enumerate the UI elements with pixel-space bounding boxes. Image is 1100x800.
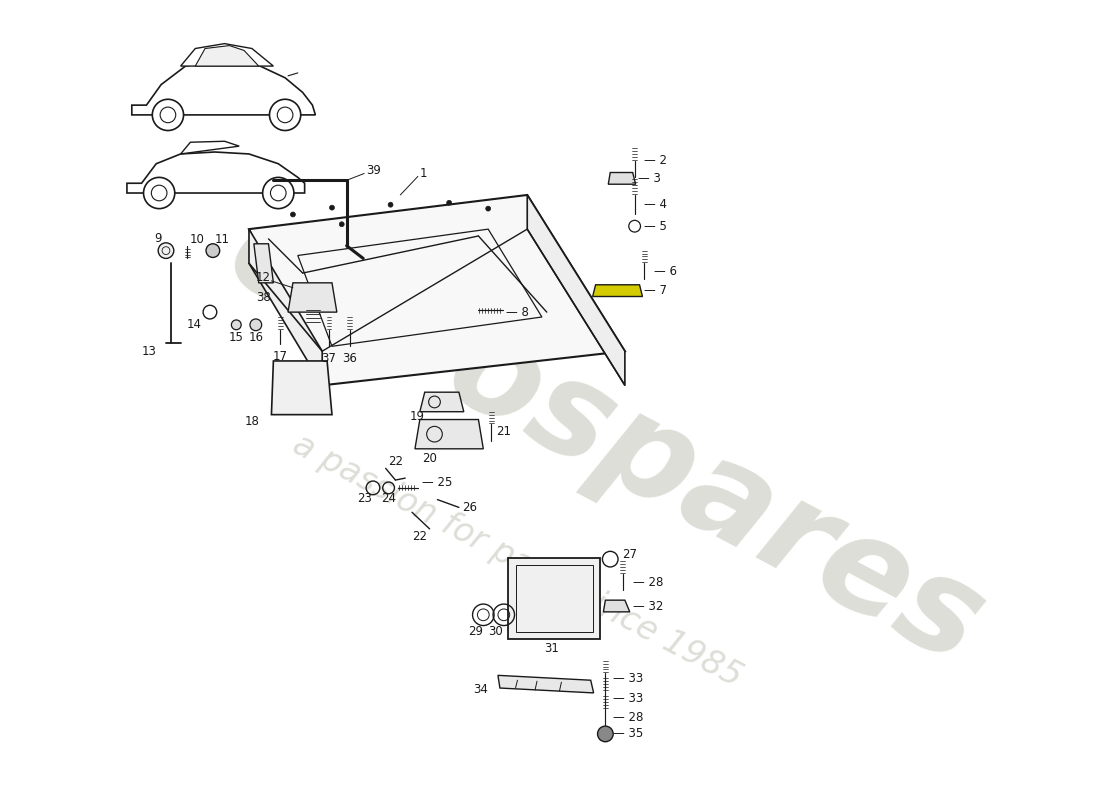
Text: — 25: — 25 (421, 477, 452, 490)
Text: 1: 1 (420, 167, 427, 180)
Text: — 6: — 6 (654, 265, 678, 278)
Circle shape (161, 107, 176, 122)
Text: 18: 18 (244, 415, 260, 428)
Text: 17: 17 (273, 350, 288, 362)
Circle shape (263, 178, 294, 209)
Circle shape (339, 222, 344, 226)
Text: 19: 19 (409, 410, 425, 423)
Text: 11: 11 (214, 234, 230, 246)
Circle shape (231, 320, 241, 330)
Polygon shape (604, 600, 630, 612)
Circle shape (486, 206, 491, 211)
Text: — 3: — 3 (638, 172, 660, 185)
Text: 34: 34 (473, 682, 488, 695)
Text: 27: 27 (621, 548, 637, 561)
Text: — 35: — 35 (613, 727, 644, 741)
Text: 38: 38 (255, 291, 271, 304)
Text: 9: 9 (154, 232, 162, 246)
Text: — 28: — 28 (632, 576, 663, 589)
Text: 37: 37 (321, 351, 337, 365)
Polygon shape (180, 44, 274, 66)
Circle shape (597, 726, 613, 742)
Text: 13: 13 (141, 345, 156, 358)
Text: 16: 16 (249, 331, 263, 344)
Text: — 4: — 4 (645, 198, 668, 211)
Polygon shape (420, 392, 464, 412)
Polygon shape (593, 285, 642, 297)
Polygon shape (288, 283, 337, 312)
Text: 22: 22 (388, 455, 403, 468)
Text: 21: 21 (496, 425, 512, 438)
Polygon shape (249, 229, 322, 386)
Text: — 7: — 7 (645, 284, 668, 297)
Text: eurospares: eurospares (207, 187, 1003, 691)
Text: 39: 39 (366, 164, 381, 177)
Text: — 33: — 33 (613, 672, 644, 685)
Circle shape (152, 99, 184, 130)
Polygon shape (415, 419, 483, 449)
Circle shape (270, 99, 300, 130)
Polygon shape (180, 142, 239, 154)
Polygon shape (126, 152, 305, 193)
Polygon shape (196, 46, 258, 66)
Circle shape (330, 206, 334, 210)
Text: 15: 15 (229, 331, 244, 344)
Polygon shape (527, 195, 625, 386)
Circle shape (290, 212, 296, 217)
Polygon shape (608, 173, 636, 184)
Polygon shape (132, 60, 316, 115)
Text: 10: 10 (189, 234, 205, 246)
Text: 24: 24 (381, 492, 396, 505)
Circle shape (143, 178, 175, 209)
Text: — 28: — 28 (613, 711, 644, 724)
Polygon shape (508, 558, 601, 639)
Circle shape (388, 202, 393, 207)
Circle shape (271, 185, 286, 201)
Text: — 2: — 2 (645, 154, 668, 167)
Text: 26: 26 (462, 501, 476, 514)
Text: 29: 29 (468, 625, 483, 638)
Circle shape (206, 244, 220, 258)
Polygon shape (254, 244, 274, 283)
Text: — 33: — 33 (613, 692, 644, 706)
Circle shape (162, 246, 169, 254)
Text: 22: 22 (412, 530, 427, 543)
Circle shape (447, 200, 452, 206)
Text: — 8: — 8 (506, 306, 529, 318)
Circle shape (158, 243, 174, 258)
Text: 30: 30 (488, 625, 504, 638)
Text: a passion for parts since 1985: a passion for parts since 1985 (287, 428, 748, 694)
Circle shape (277, 107, 293, 122)
Text: 36: 36 (342, 351, 358, 365)
Text: — 32: — 32 (632, 599, 663, 613)
Text: 12: 12 (255, 271, 271, 285)
Text: — 5: — 5 (645, 220, 668, 233)
Circle shape (250, 319, 262, 330)
Polygon shape (272, 361, 332, 414)
Circle shape (152, 185, 167, 201)
Text: 20: 20 (422, 452, 437, 465)
Text: 23: 23 (356, 492, 372, 505)
Polygon shape (498, 675, 594, 693)
Text: 14: 14 (187, 318, 202, 331)
Text: 31: 31 (544, 642, 559, 655)
Polygon shape (249, 195, 625, 386)
